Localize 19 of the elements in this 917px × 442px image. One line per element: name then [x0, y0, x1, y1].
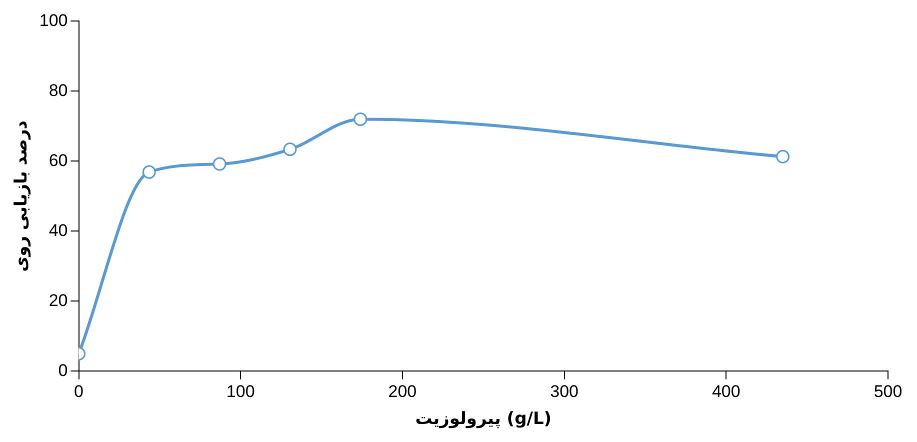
point [142, 165, 156, 179]
x-tick-label: 400 [712, 382, 740, 402]
x-axis-title: پیرولوزیت (g/L) [415, 409, 552, 430]
point [283, 142, 297, 156]
y-tick-label: 0 [58, 360, 68, 380]
y-tick-label: 100 [39, 10, 68, 30]
x-tick-label: 0 [74, 382, 84, 402]
x-tick-label: 100 [226, 382, 255, 402]
y-axis-title: درصد بازیابی روی [12, 120, 32, 272]
y-tick-label: 80 [48, 80, 68, 100]
point [354, 112, 368, 126]
x-tick-label: 200 [388, 382, 417, 402]
point [212, 157, 226, 171]
y-tick-label: 40 [48, 220, 68, 240]
y-tick-label: 20 [48, 290, 68, 310]
x-tick-label: 500 [874, 382, 902, 402]
point [776, 150, 790, 164]
x-tick-label: 300 [550, 382, 578, 402]
y-tick-label: 60 [48, 150, 68, 170]
